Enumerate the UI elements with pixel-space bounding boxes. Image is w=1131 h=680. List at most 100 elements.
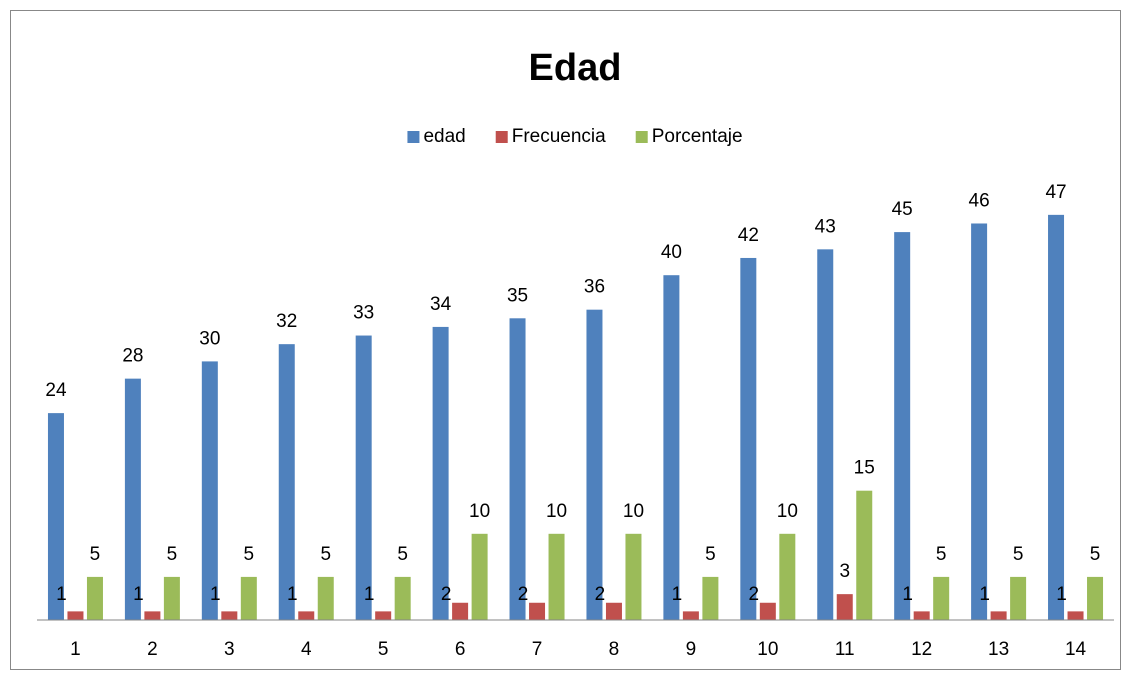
data-label: 1 (364, 584, 375, 605)
data-label: 40 (661, 242, 682, 263)
bar (740, 257, 757, 620)
bar (144, 611, 161, 620)
bar (1067, 611, 1084, 620)
x-tick-label: 8 (609, 639, 620, 660)
bar (682, 611, 699, 620)
legend-label: Porcentaje (652, 126, 743, 147)
data-label: 1 (1056, 584, 1067, 605)
bar (605, 602, 622, 620)
x-tick-label: 1 (70, 639, 81, 660)
data-label: 43 (815, 216, 836, 237)
bar (355, 335, 372, 620)
data-label: 24 (45, 380, 67, 401)
data-label: 5 (90, 544, 101, 565)
bar (298, 611, 315, 620)
x-tick-label: 10 (757, 639, 778, 660)
data-label: 5 (936, 544, 947, 565)
data-label: 2 (749, 584, 760, 605)
bar (47, 413, 64, 620)
x-tick-label: 11 (835, 639, 855, 660)
data-label: 5 (320, 544, 331, 565)
x-tick-label: 5 (378, 639, 389, 660)
data-label: 47 (1045, 182, 1066, 203)
x-tick-label: 7 (532, 639, 543, 660)
data-label: 5 (397, 544, 408, 565)
data-label: 2 (518, 584, 529, 605)
bar (240, 576, 257, 620)
data-label: 1 (672, 584, 683, 605)
legend-label: edad (423, 126, 465, 147)
bar (67, 611, 84, 620)
bar (1087, 576, 1104, 620)
chart-title: Edad (529, 47, 622, 89)
bar (278, 344, 295, 620)
data-label: 5 (167, 544, 178, 565)
data-label: 1 (210, 584, 221, 605)
data-label: 28 (122, 346, 143, 367)
x-tick-label: 4 (301, 639, 312, 660)
bar (933, 576, 950, 620)
bar (759, 602, 776, 620)
bar (317, 576, 334, 620)
legend-label: Frecuencia (512, 126, 606, 147)
bar (432, 326, 449, 620)
data-label: 1 (902, 584, 913, 605)
data-label: 15 (854, 458, 875, 479)
data-label: 10 (546, 501, 567, 522)
data-label: 46 (969, 190, 990, 211)
data-label: 32 (276, 311, 297, 332)
bar (625, 533, 642, 620)
bar (702, 576, 719, 620)
x-tick-label: 3 (224, 639, 235, 660)
data-label: 5 (1013, 544, 1024, 565)
bar (856, 490, 873, 620)
data-label: 42 (738, 225, 759, 246)
data-label: 5 (705, 544, 716, 565)
bar (1010, 576, 1027, 620)
data-label: 33 (353, 303, 374, 324)
bar (1048, 214, 1065, 621)
data-label: 45 (892, 199, 913, 220)
bar (971, 223, 988, 621)
x-tick-label: 13 (988, 639, 1009, 660)
bar (163, 576, 180, 620)
bar (201, 361, 218, 620)
data-label: 2 (441, 584, 452, 605)
bar (817, 249, 834, 620)
data-label: 36 (584, 277, 605, 298)
data-label: 1 (287, 584, 298, 605)
x-tick-label: 6 (455, 639, 466, 660)
data-label: 10 (469, 501, 490, 522)
bar (394, 576, 411, 620)
data-label: 3 (839, 561, 850, 582)
bar (586, 309, 603, 620)
x-tick-label: 2 (147, 639, 158, 660)
bar (990, 611, 1007, 620)
bar (836, 594, 853, 620)
data-label: 1 (133, 584, 144, 605)
legend-swatch (495, 131, 508, 143)
data-label: 35 (507, 285, 528, 306)
bar (375, 611, 392, 620)
data-label: 34 (430, 294, 452, 315)
bar (221, 611, 238, 620)
data-label: 30 (199, 328, 220, 349)
bar (124, 378, 141, 620)
bar (509, 318, 526, 620)
legend-swatch (635, 131, 648, 143)
bar (471, 533, 488, 620)
data-label: 5 (244, 544, 255, 565)
data-label: 10 (777, 501, 798, 522)
bar (548, 533, 565, 620)
bar (779, 533, 796, 620)
bar (913, 611, 930, 620)
bar (452, 602, 469, 620)
bar (663, 275, 680, 620)
data-label: 10 (623, 501, 644, 522)
x-tick-label: 9 (686, 639, 697, 660)
x-tick-label: 12 (911, 639, 932, 660)
data-label: 1 (979, 584, 990, 605)
data-label: 5 (1090, 544, 1101, 565)
bar (529, 602, 546, 620)
